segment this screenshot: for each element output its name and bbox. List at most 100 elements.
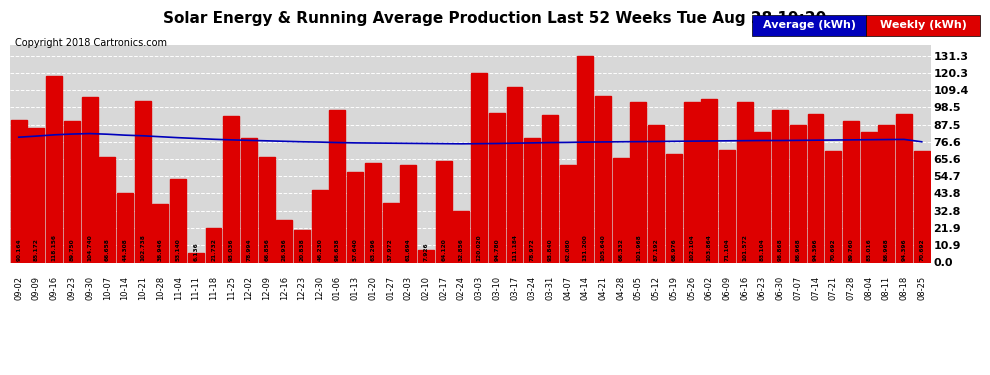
Text: 83.104: 83.104 (760, 238, 765, 261)
Text: 86.968: 86.968 (795, 238, 800, 261)
Bar (241, 138, 256, 262)
Text: 83.016: 83.016 (866, 238, 871, 261)
Bar (878, 125, 894, 262)
Bar (631, 102, 646, 262)
Text: 06-09: 06-09 (723, 276, 732, 300)
Bar (826, 151, 842, 262)
Bar (294, 230, 310, 262)
Text: 90.164: 90.164 (16, 238, 21, 261)
Text: 70.692: 70.692 (920, 238, 925, 261)
Text: 09-23: 09-23 (67, 276, 76, 300)
Text: 37.972: 37.972 (388, 238, 393, 261)
Text: 12-02: 12-02 (245, 276, 253, 300)
Text: 104.740: 104.740 (87, 234, 92, 261)
Bar (152, 204, 168, 262)
Text: 11-18: 11-18 (209, 276, 218, 300)
Text: 09-02: 09-02 (14, 276, 23, 300)
Text: 02-10: 02-10 (422, 276, 431, 300)
Text: Weekly (kWh): Weekly (kWh) (880, 20, 966, 30)
Text: 02-24: 02-24 (457, 276, 466, 300)
Text: 96.868: 96.868 (777, 238, 783, 261)
Text: 93.036: 93.036 (229, 238, 234, 261)
Bar (382, 202, 399, 262)
Text: 66.658: 66.658 (105, 238, 110, 261)
Text: 04-28: 04-28 (616, 276, 626, 300)
Text: 53.140: 53.140 (175, 238, 180, 261)
Bar (577, 56, 593, 262)
Text: 64.120: 64.120 (442, 238, 446, 261)
Text: 46.230: 46.230 (317, 238, 323, 261)
Text: 89.750: 89.750 (69, 238, 74, 261)
Text: 05-05: 05-05 (634, 276, 643, 300)
Text: 08-25: 08-25 (918, 276, 927, 300)
Text: 102.104: 102.104 (689, 234, 694, 261)
Bar (842, 121, 859, 262)
Text: 66.332: 66.332 (618, 238, 624, 261)
Bar (471, 74, 487, 262)
Text: 7.926: 7.926 (424, 242, 429, 261)
Bar (737, 102, 752, 262)
Bar (117, 193, 133, 262)
Bar (365, 163, 381, 262)
Bar (11, 120, 27, 262)
Text: 94.396: 94.396 (902, 238, 907, 261)
Text: 96.638: 96.638 (335, 238, 340, 261)
Bar (507, 87, 523, 262)
Text: 85.172: 85.172 (34, 238, 39, 261)
Text: 03-17: 03-17 (510, 276, 519, 300)
Text: 01-20: 01-20 (368, 276, 377, 300)
Bar (754, 132, 770, 262)
Text: 70.692: 70.692 (831, 238, 836, 261)
Text: 101.968: 101.968 (636, 234, 641, 261)
Bar (701, 99, 717, 262)
Text: 32.856: 32.856 (459, 238, 464, 261)
Text: 78.972: 78.972 (530, 238, 535, 261)
Text: 26.936: 26.936 (282, 238, 287, 261)
Text: 63.296: 63.296 (370, 238, 375, 261)
Bar (896, 114, 912, 262)
Text: 94.780: 94.780 (494, 238, 499, 261)
Text: 01-27: 01-27 (386, 276, 395, 300)
Text: 10-28: 10-28 (155, 276, 165, 300)
Bar (418, 250, 434, 262)
Text: 11-25: 11-25 (227, 276, 236, 300)
Text: 08-18: 08-18 (900, 276, 909, 300)
Text: 120.020: 120.020 (476, 234, 481, 261)
Bar (790, 125, 806, 262)
Text: 04-21: 04-21 (599, 276, 608, 300)
Bar (224, 116, 240, 262)
Text: 94.396: 94.396 (813, 238, 818, 261)
Text: 101.572: 101.572 (742, 234, 747, 261)
Bar (135, 100, 150, 262)
Bar (347, 172, 363, 262)
Text: 12-09: 12-09 (262, 276, 271, 300)
Bar (525, 138, 541, 262)
Text: 66.856: 66.856 (264, 238, 269, 261)
Text: 01-06: 01-06 (333, 276, 342, 300)
Text: 12-16: 12-16 (280, 276, 289, 300)
Bar (206, 228, 222, 262)
Text: 03-31: 03-31 (545, 276, 554, 300)
Text: 07-28: 07-28 (846, 276, 855, 300)
Text: 61.694: 61.694 (406, 238, 411, 261)
Text: 03-10: 03-10 (492, 276, 501, 300)
Text: 118.156: 118.156 (51, 234, 56, 261)
Text: 21.732: 21.732 (211, 238, 216, 261)
Bar (436, 162, 451, 262)
Text: 03-24: 03-24 (528, 276, 537, 300)
Bar (99, 158, 115, 262)
Text: 11-11: 11-11 (191, 276, 200, 300)
Text: 78.994: 78.994 (247, 238, 251, 261)
Text: 12-23: 12-23 (298, 276, 307, 300)
Bar (542, 115, 558, 262)
Bar (258, 157, 274, 262)
Text: 08-04: 08-04 (864, 276, 873, 300)
Text: 06-30: 06-30 (775, 276, 785, 300)
Text: 03-03: 03-03 (474, 276, 483, 300)
Text: 06-16: 06-16 (741, 276, 749, 300)
Bar (684, 102, 700, 262)
Bar (81, 98, 98, 262)
Bar (648, 125, 664, 262)
Text: 68.976: 68.976 (671, 238, 676, 261)
Text: 93.840: 93.840 (547, 238, 552, 261)
